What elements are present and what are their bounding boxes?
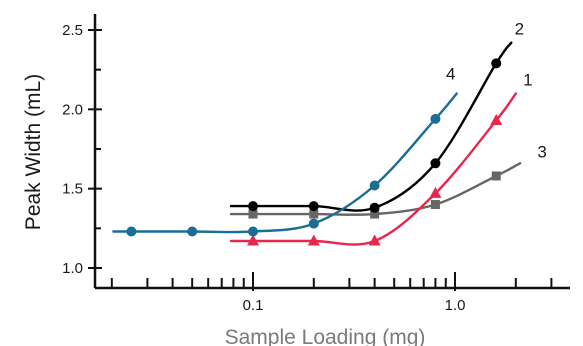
data-point <box>491 171 501 181</box>
data-point <box>247 234 259 246</box>
series-label-3: 3 <box>537 142 546 161</box>
data-point <box>490 113 503 125</box>
data-point <box>369 180 380 191</box>
data-point <box>370 209 380 219</box>
data-point <box>368 234 381 246</box>
data-point <box>126 226 137 237</box>
data-point <box>187 226 198 237</box>
data-point <box>248 201 258 212</box>
series-1 <box>229 92 517 246</box>
labels: Peak Width (mL) Sample Loading (mg) <box>22 74 425 346</box>
axes: 1.0 1.5 2.0 2.5 0.1 1.0 <box>62 14 570 314</box>
data-point <box>309 209 319 219</box>
x-tick-label: 1.0 <box>445 297 466 314</box>
series-2 <box>229 41 513 213</box>
data-point <box>491 58 502 69</box>
y-tick-label: 2.5 <box>62 22 83 39</box>
data-point <box>430 113 441 124</box>
series-label-1: 1 <box>523 70 532 89</box>
data-point <box>430 158 441 169</box>
series-4-line <box>112 92 458 234</box>
data-point <box>430 200 440 210</box>
data-point <box>307 234 320 246</box>
data-point <box>308 218 319 229</box>
y-tick-label: 2.0 <box>62 101 83 118</box>
series-1-line <box>229 92 517 246</box>
data-point <box>308 201 319 212</box>
y-axis-title: Peak Width (mL) <box>22 74 45 230</box>
data-point <box>369 202 380 213</box>
data-point <box>248 209 258 219</box>
x-axis-title: Sample Loading (mg) <box>225 326 426 346</box>
series-label-4: 4 <box>446 64 455 83</box>
x-tick-label: 0.1 <box>243 297 264 314</box>
data-point <box>429 186 442 198</box>
series-3 <box>229 162 522 219</box>
series-layer: 1 2 3 4 <box>112 20 547 246</box>
series-label-2: 2 <box>515 20 524 39</box>
series-4 <box>112 92 458 237</box>
y-tick-label: 1.5 <box>62 181 83 198</box>
y-tick-label: 1.0 <box>62 260 83 277</box>
data-point <box>248 226 258 237</box>
